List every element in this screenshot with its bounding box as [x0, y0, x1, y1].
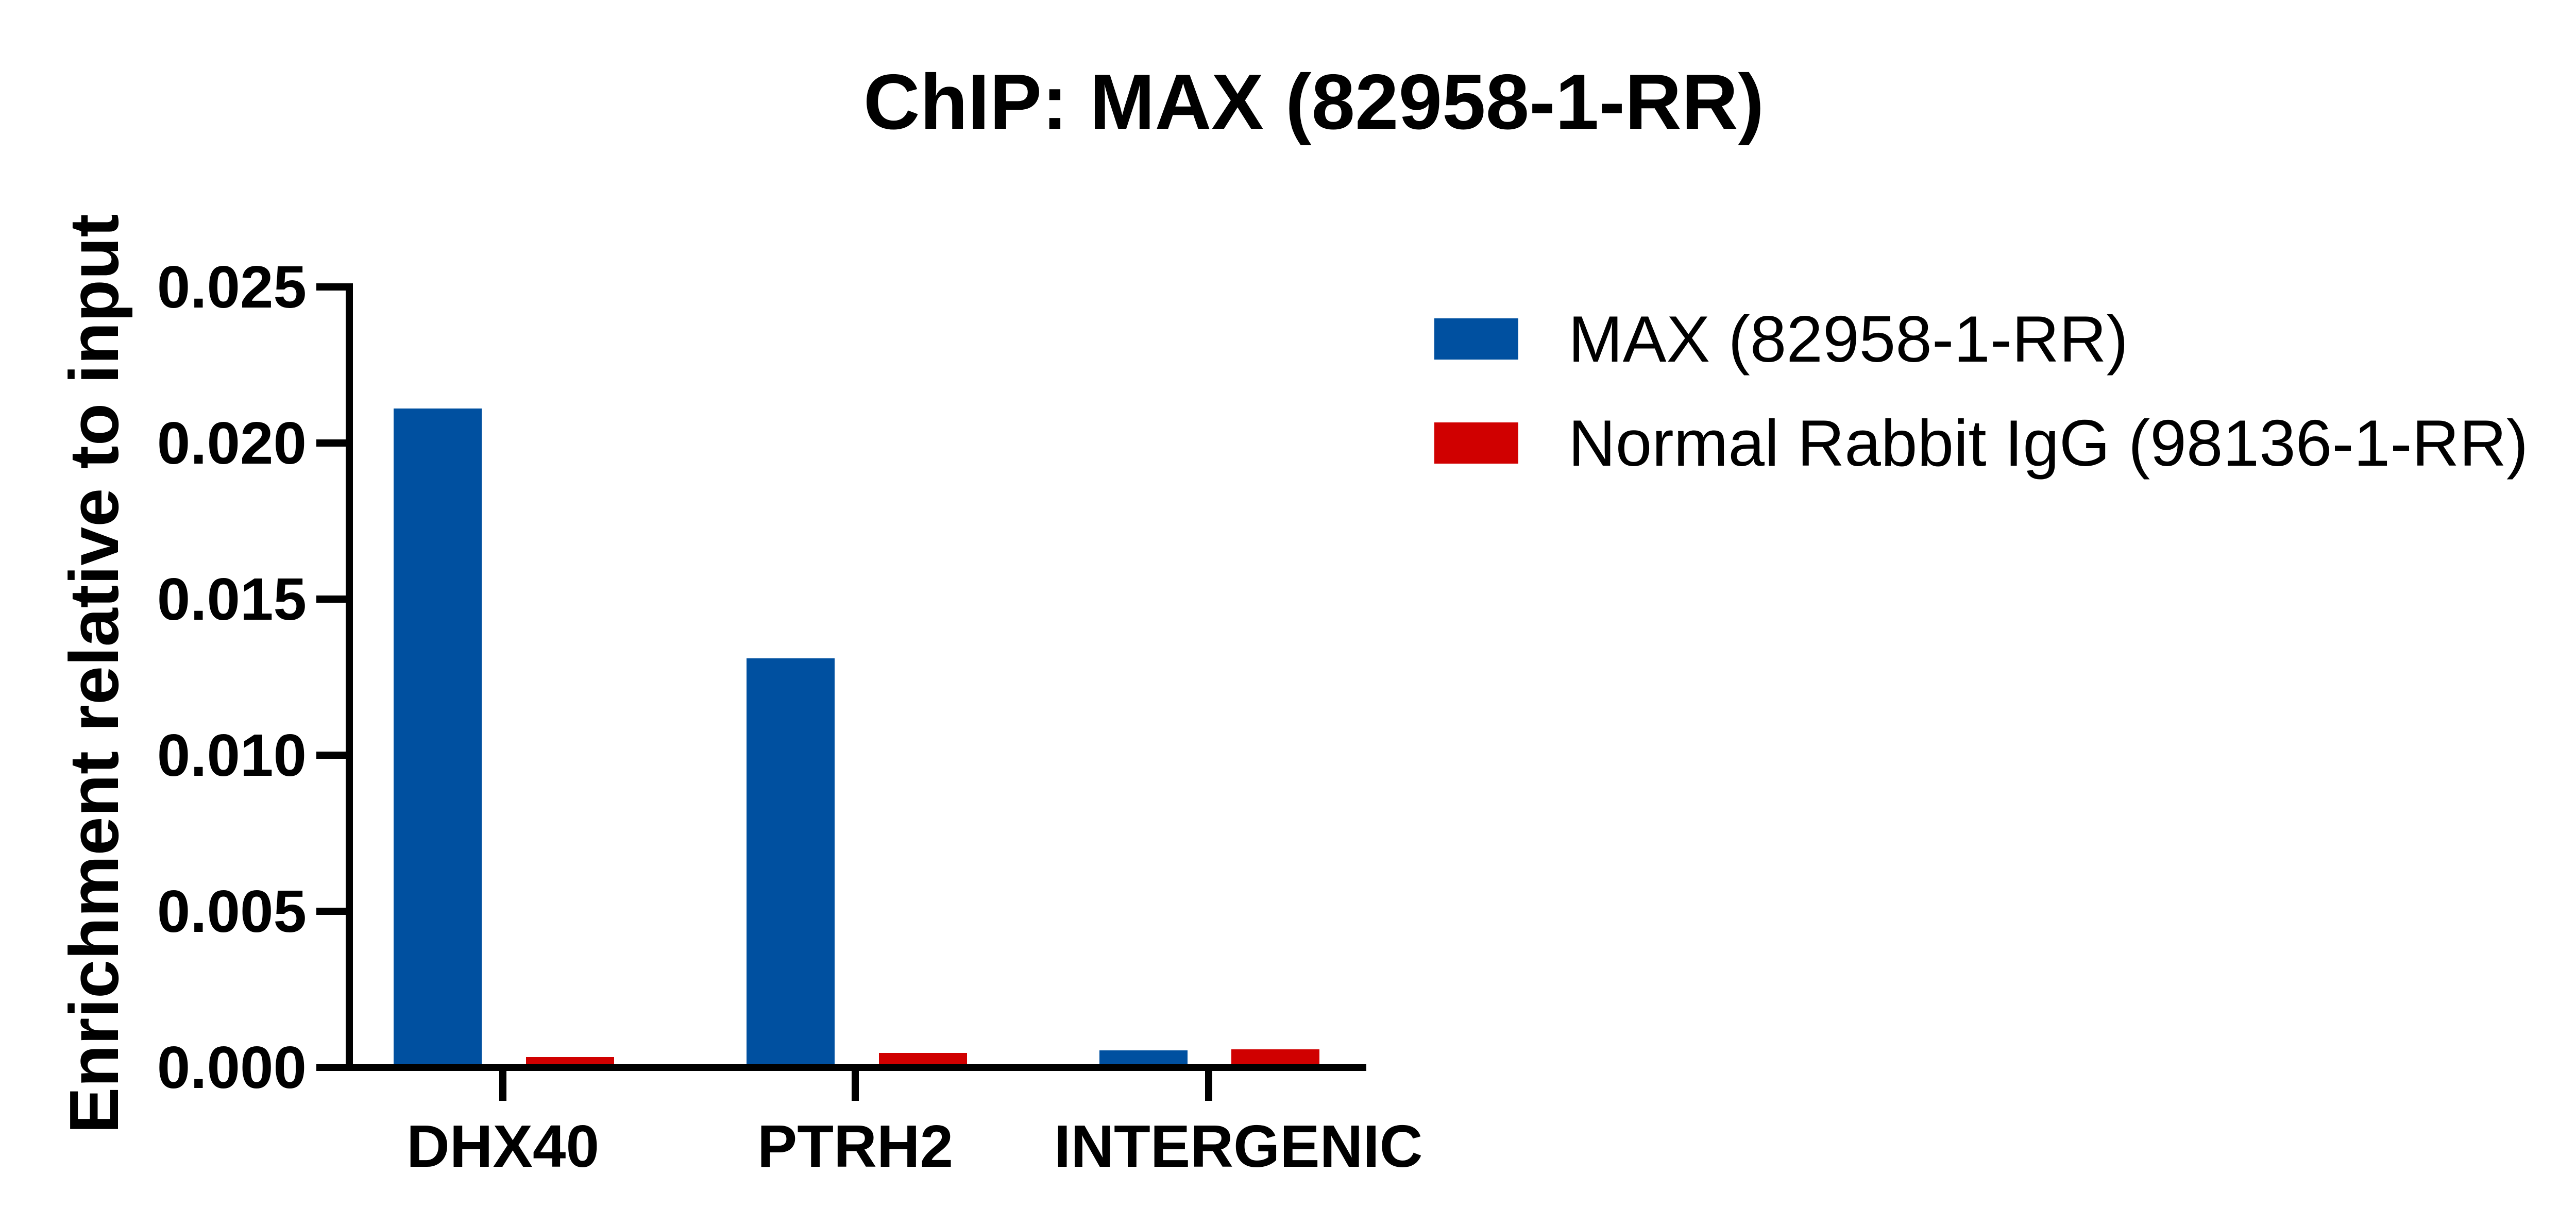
- x-category-label: INTERGENIC: [1054, 1113, 1423, 1180]
- y-axis-line: [346, 283, 353, 1071]
- legend-label: MAX (82958-1-RR): [1568, 302, 2128, 376]
- y-tick: [316, 752, 353, 759]
- legend-label: Normal Rabbit IgG (98136-1-RR): [1568, 406, 2529, 480]
- bar-ptrh2-max: [747, 658, 835, 1064]
- y-tick: [316, 908, 353, 915]
- x-tick: [499, 1064, 506, 1101]
- bar-intergenic-max: [1099, 1050, 1188, 1064]
- y-tick: [316, 596, 353, 603]
- y-tick: [316, 283, 353, 291]
- y-axis-label: Enrichment relative to input: [55, 214, 133, 1134]
- legend-item-igg: Normal Rabbit IgG (98136-1-RR): [1434, 407, 2528, 479]
- x-category-label: PTRH2: [757, 1113, 954, 1180]
- x-tick: [1205, 1064, 1212, 1101]
- legend-swatch-red: [1434, 422, 1518, 464]
- bar-ptrh2-igg: [879, 1053, 967, 1064]
- y-tick-label: 0.000: [157, 1034, 307, 1101]
- chart-title: ChIP: MAX (82958-1-RR): [863, 58, 1765, 146]
- y-tick: [316, 439, 353, 447]
- legend-item-max: MAX (82958-1-RR): [1434, 303, 2128, 375]
- bar-dhx40-igg: [526, 1057, 614, 1064]
- y-tick-label: 0.020: [157, 410, 307, 477]
- x-axis-line: [316, 1064, 1366, 1071]
- y-tick-label: 0.010: [157, 722, 307, 789]
- x-category-label: DHX40: [406, 1113, 599, 1180]
- y-tick-label: 0.005: [157, 878, 307, 945]
- x-tick: [852, 1064, 859, 1101]
- y-tick-label: 0.025: [157, 253, 307, 320]
- legend-swatch-blue: [1434, 318, 1518, 360]
- bar-dhx40-max: [394, 409, 482, 1064]
- y-tick-label: 0.015: [157, 566, 307, 633]
- bar-intergenic-igg: [1231, 1049, 1319, 1064]
